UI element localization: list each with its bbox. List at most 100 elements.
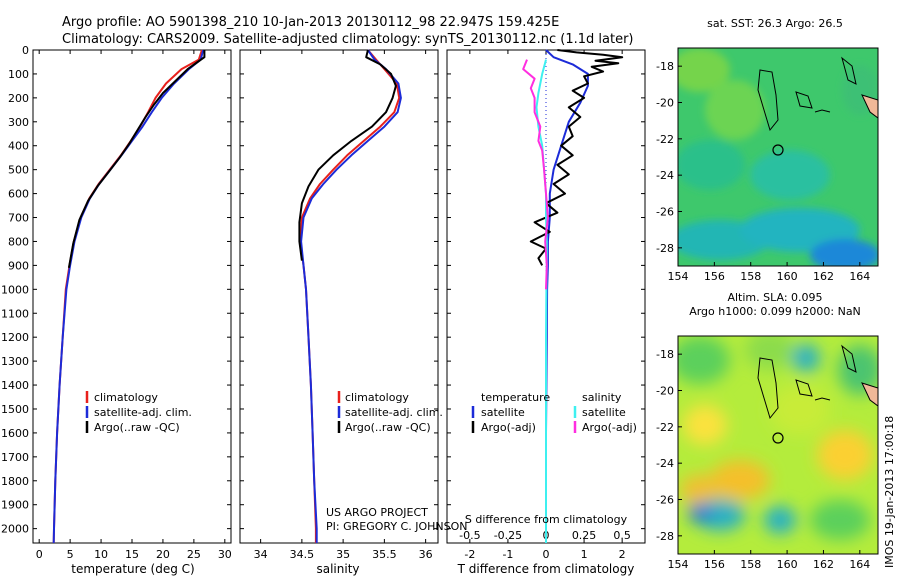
sla-lon-tick-labels: 154 156 158 160 162 164 bbox=[668, 550, 870, 571]
sst-map-frame bbox=[677, 47, 879, 267]
lat-tick-label: -28 bbox=[656, 530, 674, 543]
x-tick-label: 25 bbox=[187, 548, 201, 561]
timestamp-watermark: IMOS 19-Jan-2013 17:00:18 bbox=[883, 416, 896, 568]
sst-map-title: sat. SST: 26.3 Argo: 26.5 bbox=[707, 17, 843, 30]
sst-lon-tick-labels: 154 156 158 160 162 164 bbox=[668, 262, 870, 283]
x-tick-label: 35 bbox=[336, 548, 350, 561]
lon-tick-label: 164 bbox=[849, 270, 870, 283]
series-line-argo-adj- bbox=[522, 59, 549, 290]
x-tick-label: 5 bbox=[67, 548, 74, 561]
depth-tick-label: 300 bbox=[8, 116, 29, 129]
lon-tick-label: 158 bbox=[740, 270, 761, 283]
x-tick-label: 10 bbox=[94, 548, 108, 561]
x-tick-label: -1 bbox=[502, 548, 513, 561]
temperature-x-label: temperature (deg C) bbox=[71, 562, 194, 576]
x-tick-label: 2 bbox=[619, 548, 626, 561]
lon-tick-label: 154 bbox=[668, 270, 689, 283]
series-line-satellite-adj-clim- bbox=[300, 49, 402, 543]
lon-tick-label: 154 bbox=[668, 558, 689, 571]
lat-tick-label: -26 bbox=[656, 206, 674, 219]
depth-tick-label: 500 bbox=[8, 164, 29, 177]
depth-tick-label: 100 bbox=[8, 68, 29, 81]
lon-tick-label: 156 bbox=[704, 558, 725, 571]
sst-heatmap bbox=[678, 48, 878, 266]
s-tick-label: -0.25 bbox=[494, 529, 522, 542]
sla-map-frame bbox=[677, 335, 879, 555]
salinity-panel: 34 34.5 35 35.5 36 salinity climatology sate… bbox=[239, 49, 467, 576]
temperature-series bbox=[52, 49, 206, 544]
salinity-x-label: salinity bbox=[316, 562, 359, 576]
depth-tick-label: 400 bbox=[8, 140, 29, 153]
temperature-legend: climatology satellite-adj. clim. Argo(..… bbox=[85, 391, 192, 434]
legend-t-satellite-label: satellite bbox=[481, 406, 525, 419]
s-tick-label: 0.25 bbox=[572, 529, 597, 542]
lat-tick-label: -26 bbox=[656, 494, 674, 507]
lon-tick-label: 162 bbox=[813, 270, 834, 283]
x-tick-label: 15 bbox=[125, 548, 139, 561]
series-line-argo-raw-qc- bbox=[298, 49, 397, 261]
depth-tick-labels: 0 100 200 300 400 500 600 700 800 900 1000 1100 1200… bbox=[1, 44, 645, 536]
pi-credit: PI: GREGORY C. JOHNSON bbox=[326, 520, 467, 533]
x-tick-label: 20 bbox=[156, 548, 170, 561]
lat-tick-label: -24 bbox=[656, 169, 674, 182]
lat-tick-label: -18 bbox=[656, 60, 674, 73]
depth-tick-label: 800 bbox=[8, 235, 29, 248]
s-difference-x-label: S difference from climatology bbox=[465, 513, 628, 526]
legend-argo-label: Argo(..raw -QC) bbox=[345, 421, 431, 434]
depth-tick-label: 2000 bbox=[1, 523, 29, 536]
depth-tick-label: 600 bbox=[8, 188, 29, 201]
sst-lat-tick-labels: -18 -20 -22 -24 -26 -28 bbox=[656, 60, 682, 255]
depth-tick-label: 1400 bbox=[1, 379, 29, 392]
legend-salinity-title: salinity bbox=[582, 391, 622, 404]
legend-satellite-label: satellite-adj. clim. bbox=[345, 406, 443, 419]
temperature-axes-frame bbox=[32, 49, 232, 544]
legend-s-satellite-label: satellite bbox=[582, 406, 626, 419]
salinity-tick-labels: 34 34.5 35 35.5 36 bbox=[254, 50, 433, 561]
sla-map-panel: Altim. SLA: 0.095 Argo h1000: 0.099 h200… bbox=[656, 291, 879, 571]
depth-tick-label: 1300 bbox=[1, 355, 29, 368]
s-tick-label: 0.5 bbox=[613, 529, 631, 542]
project-credit: US ARGO PROJECT bbox=[326, 506, 428, 519]
depth-tick-label: 1500 bbox=[1, 403, 29, 416]
temperature-tick-labels: 0 5 10 15 20 25 30 bbox=[36, 50, 232, 561]
salinity-legend: climatology satellite-adj. clim. Argo(..… bbox=[337, 391, 443, 434]
legend-satellite-label: satellite-adj. clim. bbox=[94, 406, 192, 419]
lon-tick-label: 160 bbox=[777, 270, 798, 283]
legend-t-argo-label: Argo(-adj) bbox=[481, 421, 536, 434]
lat-tick-label: -20 bbox=[656, 97, 674, 110]
salinity-series bbox=[298, 49, 402, 543]
lon-tick-label: 156 bbox=[704, 270, 725, 283]
x-tick-label: 34 bbox=[254, 548, 268, 561]
series-line-argo-raw-qc- bbox=[67, 50, 206, 268]
lon-tick-label: 160 bbox=[777, 558, 798, 571]
depth-tick-label: 1900 bbox=[1, 499, 29, 512]
header-line-1: Argo profile: AO 5901398_210 10-Jan-2013… bbox=[62, 15, 559, 30]
depth-tick-label: 900 bbox=[8, 259, 29, 272]
x-tick-label: 36 bbox=[419, 548, 433, 561]
series-line-satellite bbox=[545, 49, 589, 543]
series-line-argo-adj- bbox=[529, 49, 624, 266]
sla-heatmap bbox=[678, 336, 878, 554]
legend-climatology-label: climatology bbox=[94, 391, 158, 404]
depth-tick-label: 200 bbox=[8, 92, 29, 105]
depth-tick-label: 0 bbox=[22, 44, 29, 57]
lat-tick-label: -18 bbox=[656, 348, 674, 361]
series-line-climatology bbox=[52, 49, 203, 544]
x-tick-label: -2 bbox=[464, 548, 475, 561]
difference-tick-labels: -2 -1 0 1 2-0.5 -0.25 0 0.25 0.5 bbox=[459, 50, 631, 561]
lat-tick-label: -22 bbox=[656, 133, 674, 146]
salinity-axes-frame bbox=[239, 49, 439, 544]
lon-tick-label: 164 bbox=[849, 558, 870, 571]
x-tick-label: 34.5 bbox=[290, 548, 315, 561]
series-line-climatology bbox=[299, 49, 401, 543]
sla-map-title-1: Altim. SLA: 0.095 bbox=[727, 291, 822, 304]
sla-lat-tick-labels: -18 -20 -22 -24 -26 -28 bbox=[656, 348, 682, 543]
legend-argo-label: Argo(..raw -QC) bbox=[94, 421, 180, 434]
series-line-satellite-adj-clim- bbox=[52, 49, 205, 544]
depth-tick-label: 1200 bbox=[1, 331, 29, 344]
depth-tick-label: 1000 bbox=[1, 283, 29, 296]
difference-legend: temperature satellite Argo(-adj) salinit… bbox=[471, 391, 637, 434]
depth-tick-label: 1600 bbox=[1, 427, 29, 440]
lat-tick-label: -22 bbox=[656, 421, 674, 434]
